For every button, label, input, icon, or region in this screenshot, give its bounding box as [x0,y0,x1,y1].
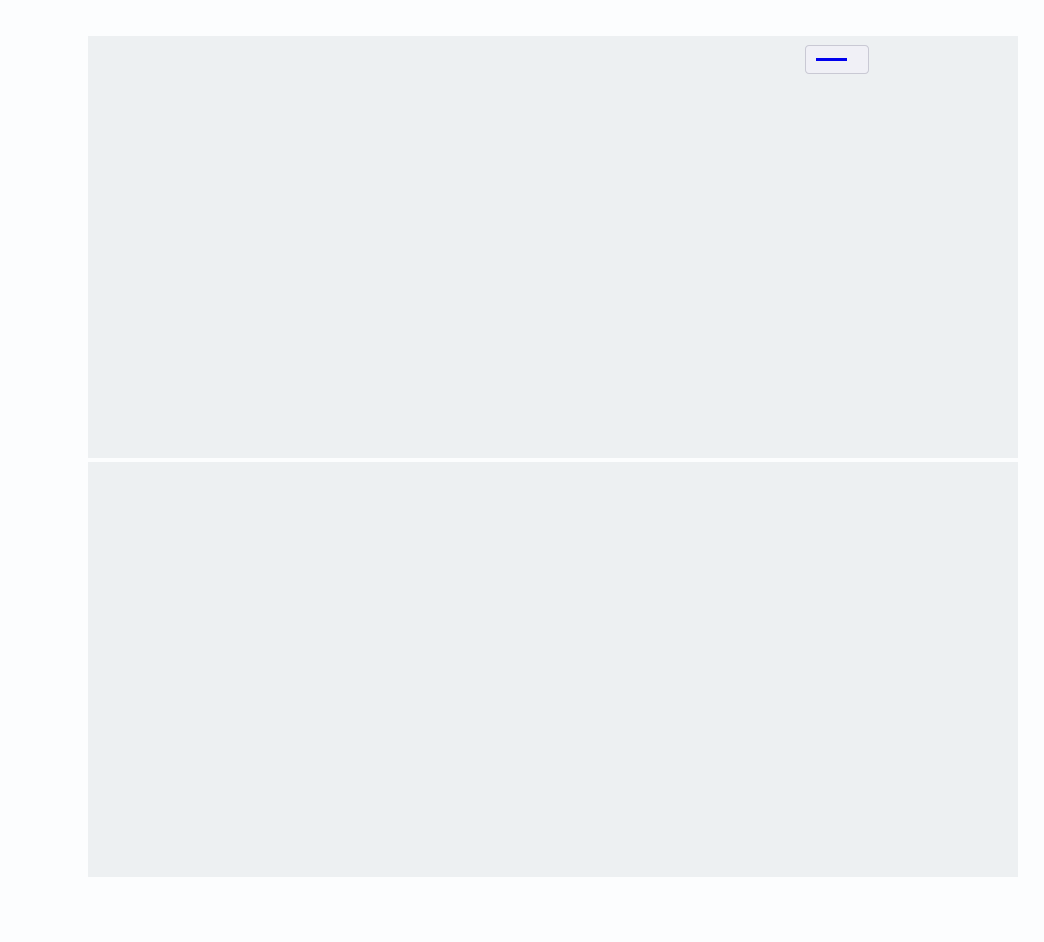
bar-plot-canvas [88,462,1018,877]
top-plot-area [88,36,1018,458]
box-plot-canvas [88,36,1018,458]
bottom-plot-area [88,462,1018,877]
legend [805,45,869,74]
legend-line-sample [816,58,847,61]
